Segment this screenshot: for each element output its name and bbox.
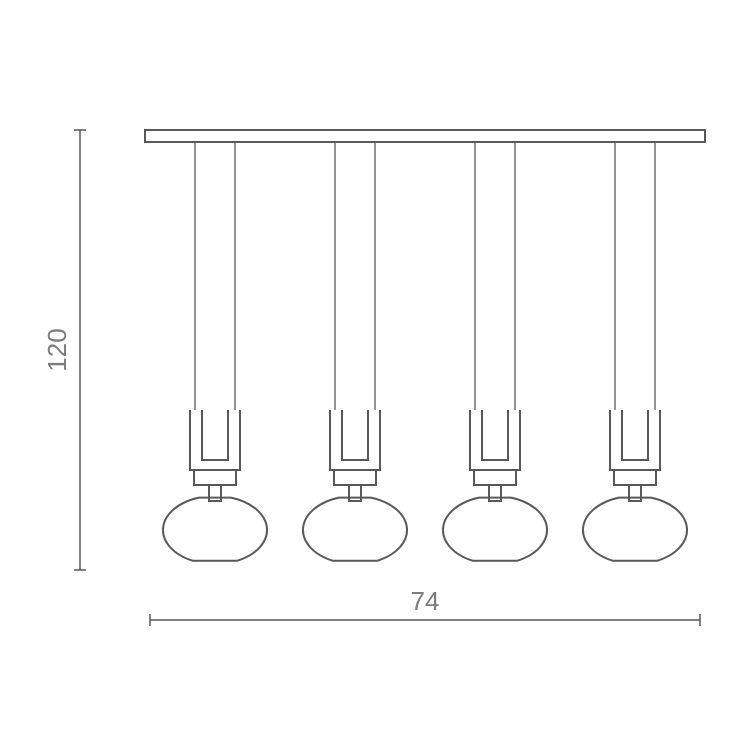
pendant-2-bracket — [330, 410, 380, 470]
pendant-3 — [443, 142, 547, 561]
pendant-1-bulb — [163, 498, 267, 561]
pendant-4-bracket — [610, 410, 660, 470]
pendant-1-bracket — [190, 410, 240, 470]
ceiling-bar — [145, 130, 705, 142]
pendant-4 — [583, 142, 687, 561]
pendant-1-bracket-base — [194, 470, 236, 485]
pendant-light-dimension-diagram: 120 74 — [0, 0, 750, 750]
height-dim-label: 120 — [42, 328, 72, 371]
pendant-1 — [163, 142, 267, 561]
width-dim-label: 74 — [411, 586, 440, 616]
pendant-3-bracket — [470, 410, 520, 470]
pendant-2-bulb — [303, 498, 407, 561]
pendant-2 — [303, 142, 407, 561]
pendant-3-bracket-base — [474, 470, 516, 485]
pendant-3-bulb — [443, 498, 547, 561]
pendant-2-bracket-base — [334, 470, 376, 485]
pendant-4-bulb — [583, 498, 687, 561]
pendant-4-bracket-base — [614, 470, 656, 485]
